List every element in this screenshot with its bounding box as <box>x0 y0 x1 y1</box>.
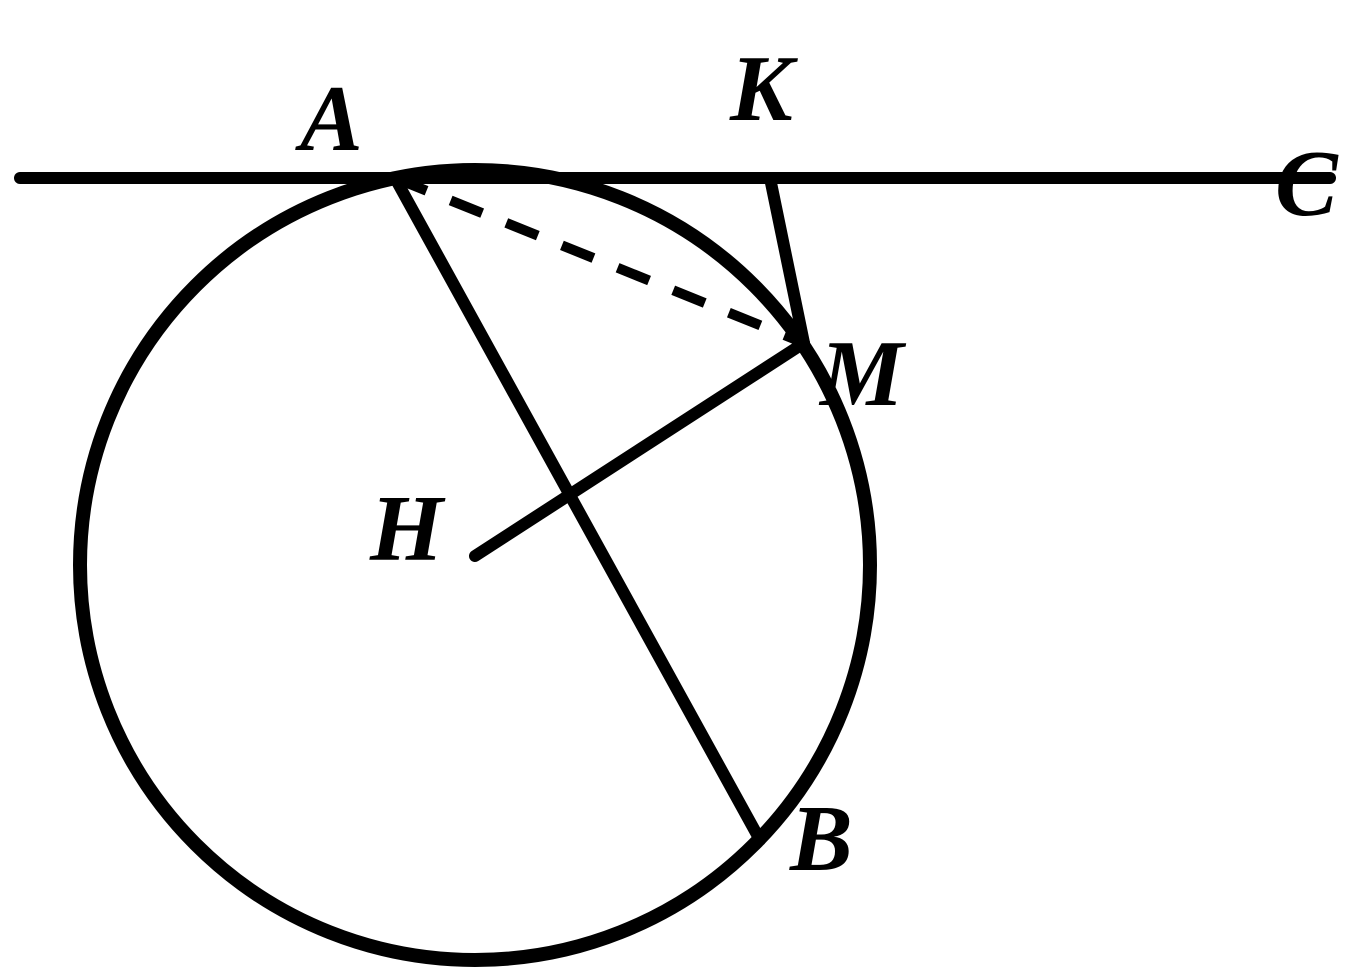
label-K: K <box>729 37 798 141</box>
geometry-diagram: A K C M H B <box>0 0 1368 980</box>
label-C: C <box>1275 132 1339 236</box>
diameter-AB <box>395 178 760 840</box>
label-H: H <box>369 477 446 581</box>
chord-AM <box>395 178 804 343</box>
label-B: B <box>789 787 853 891</box>
label-A: A <box>295 67 363 171</box>
label-M: M <box>818 322 907 426</box>
radius-HM <box>475 343 804 556</box>
main-circle <box>80 170 870 960</box>
